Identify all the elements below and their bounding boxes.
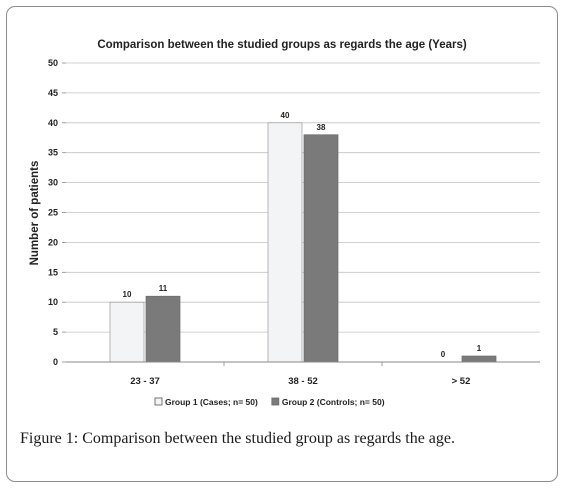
- chart-title: Comparison between the studied groups as…: [97, 39, 467, 51]
- y-tick-label: 50: [48, 58, 58, 68]
- data-label: 40: [281, 111, 290, 120]
- x-category-label: 38 - 52: [288, 376, 318, 387]
- y-tick-label: 5: [53, 327, 58, 337]
- bars: [109, 122, 497, 363]
- bar-group2: [303, 134, 339, 363]
- legend-label-group1: Group 1 (Cases; n= 50): [165, 397, 258, 407]
- caption-label: Figure 1:: [20, 430, 79, 447]
- data-labels: 10 11 40 38 0 1: [123, 111, 482, 359]
- y-tick-label: 10: [48, 297, 58, 307]
- legend-swatch-group1: [154, 397, 163, 406]
- y-tick-label: 30: [48, 178, 58, 188]
- y-tick-label: 35: [48, 148, 58, 158]
- legend-label-group2: Group 2 (Controls; n= 50): [282, 397, 385, 407]
- y-tick-label: 45: [48, 88, 58, 98]
- x-category-label: 23 - 37: [130, 376, 160, 387]
- figure-caption: Figure 1: Comparison between the studied…: [20, 430, 550, 448]
- bar-group2: [461, 355, 497, 363]
- y-tick-label: 20: [48, 237, 58, 247]
- caption-text: Comparison between the studied group as …: [78, 430, 455, 447]
- gridlines: [66, 62, 540, 333]
- data-label: 38: [317, 123, 326, 132]
- data-label: 11: [159, 284, 168, 293]
- bar-group2: [145, 295, 181, 363]
- y-tick-label: 0: [53, 357, 58, 367]
- bar-group1: [109, 301, 145, 363]
- y-tick-label: 25: [48, 208, 58, 218]
- y-tick-label: 15: [48, 267, 58, 277]
- legend-swatch-group2: [271, 397, 280, 406]
- y-axis-label: Number of patients: [29, 161, 41, 266]
- bar-group1: [267, 122, 303, 363]
- x-category-label: > 52: [452, 376, 471, 387]
- data-label: 10: [123, 290, 132, 299]
- x-axis: 23 - 37 38 - 52 > 52: [66, 361, 540, 387]
- bar-chart: Comparison between the studied groups as…: [29, 39, 540, 407]
- data-label: 0: [441, 350, 446, 359]
- y-tick-label: 40: [48, 118, 58, 128]
- legend: Group 1 (Cases; n= 50) Group 2 (Controls;…: [154, 397, 385, 407]
- data-label: 1: [477, 344, 482, 353]
- y-axis-ticks: 0 5 10 15 20 25 30 35 40 45 50: [48, 58, 66, 367]
